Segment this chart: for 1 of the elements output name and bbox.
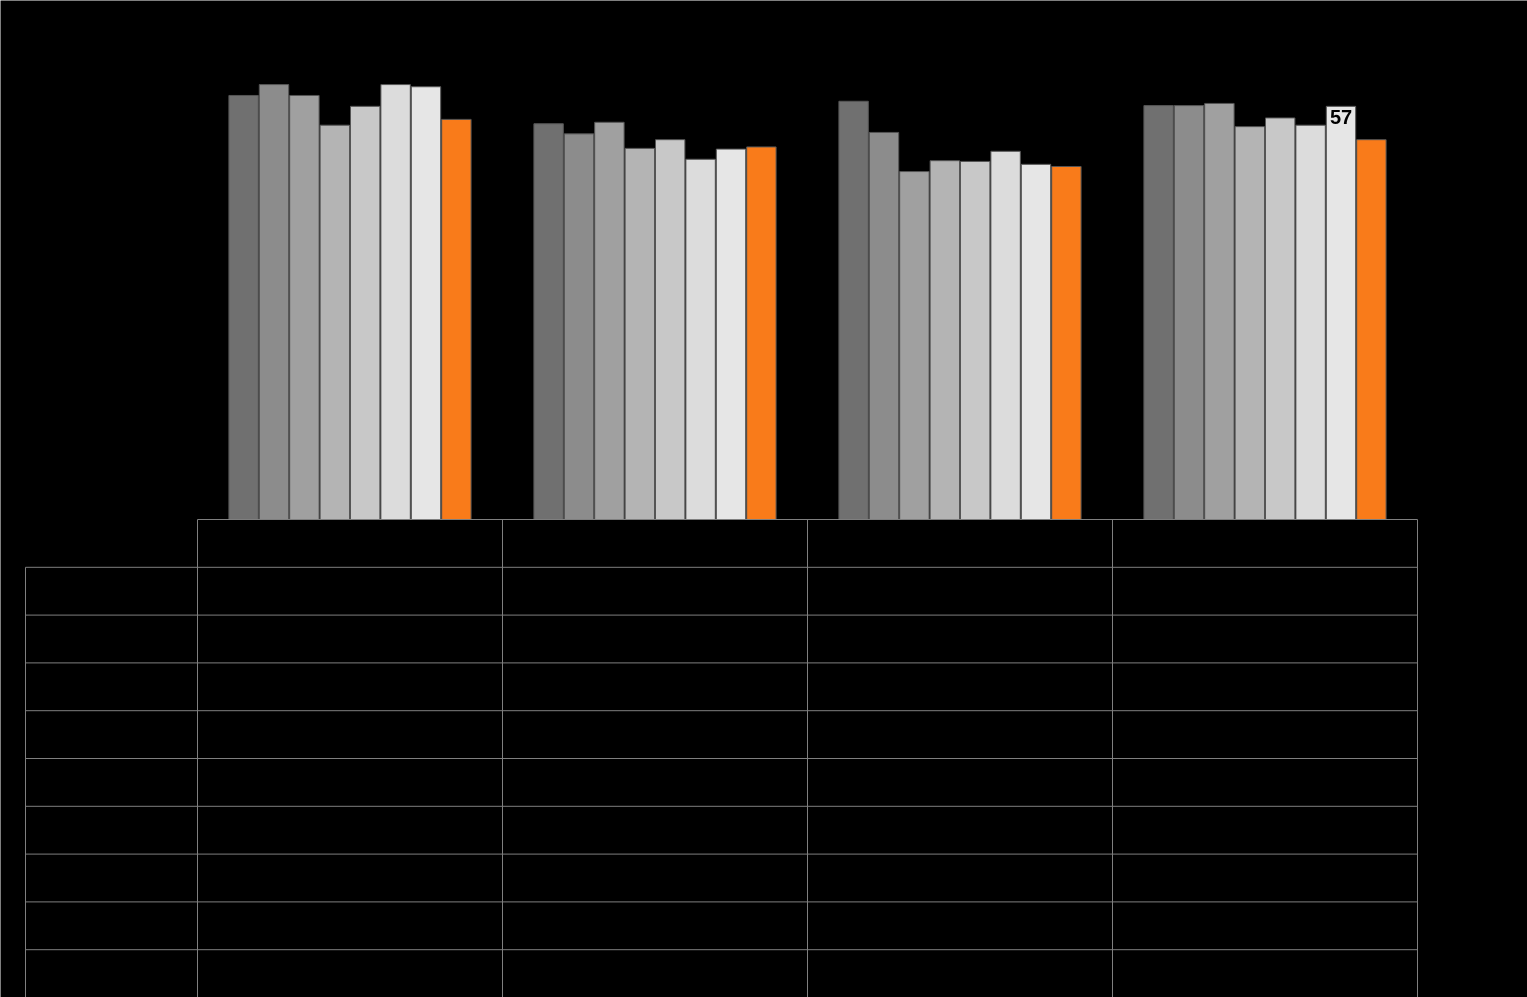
data-label: 57 [1329, 106, 1353, 129]
